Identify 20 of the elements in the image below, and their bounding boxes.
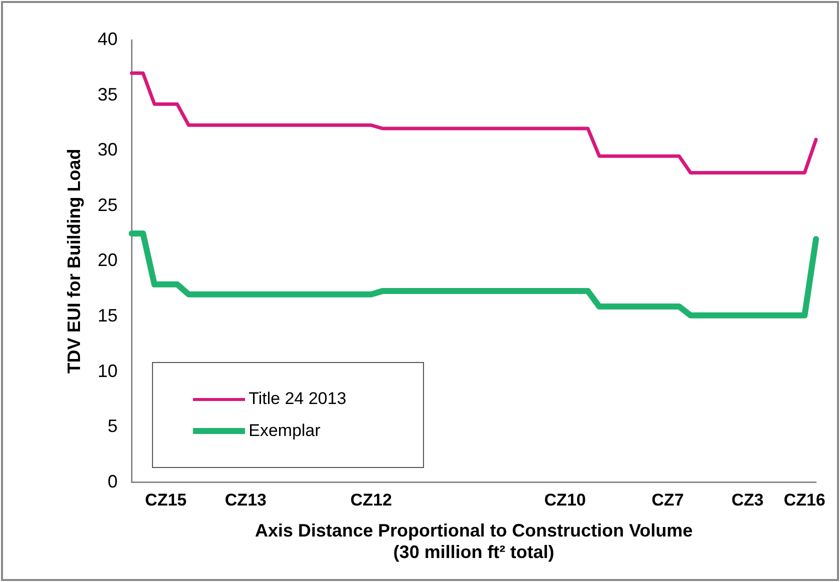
y-tick-label: 40 bbox=[98, 28, 118, 49]
x-axis-title: Axis Distance Proportional to Construction Volume (30 million ft² total) bbox=[254, 520, 693, 562]
y-tick-label: 10 bbox=[98, 360, 118, 381]
x-tick-label: CZ12 bbox=[350, 490, 392, 510]
y-tick-label: 30 bbox=[98, 140, 118, 160]
x-tick-label: CZ16 bbox=[784, 490, 826, 510]
y-axis-title: TDV EUI for Building Load bbox=[64, 148, 84, 374]
x-tick-label: CZ7 bbox=[652, 490, 684, 510]
y-tick-label: 20 bbox=[98, 250, 118, 270]
x-tick-label: CZ3 bbox=[732, 490, 764, 510]
x-tick-label: CZ10 bbox=[544, 490, 586, 510]
y-tick-label: 25 bbox=[98, 194, 118, 215]
legend-label: Title 24 2013 bbox=[248, 389, 346, 410]
y-tick-label: 35 bbox=[98, 84, 118, 104]
y-tick-label: 0 bbox=[108, 471, 118, 492]
x-tick-label: CZ13 bbox=[224, 490, 266, 510]
legend-label: Exemplar bbox=[248, 421, 320, 442]
y-tick-label: 5 bbox=[108, 416, 118, 436]
y-tick-label: 15 bbox=[98, 305, 118, 326]
x-tick-label: CZ15 bbox=[145, 490, 187, 510]
